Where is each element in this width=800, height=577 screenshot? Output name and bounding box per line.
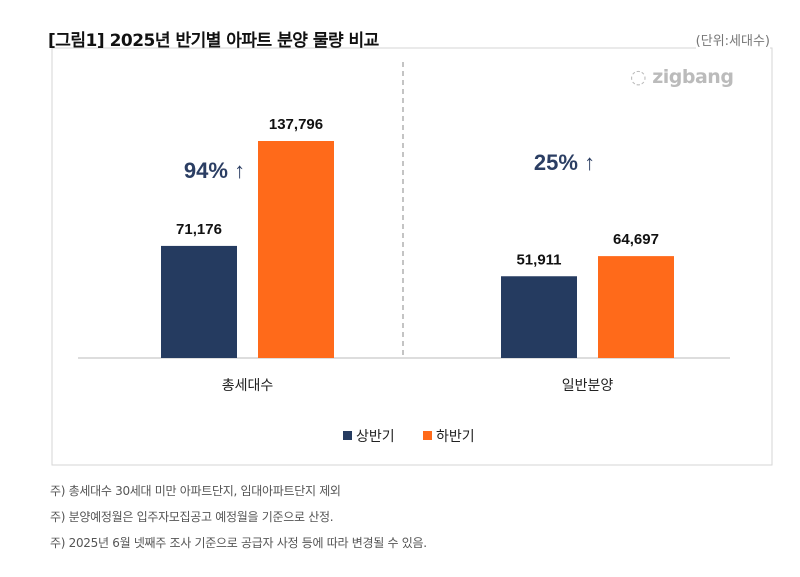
footnote-2: 주) 분양예정월은 입주자모집공고 예정월을 기준으로 산정. <box>50 510 334 524</box>
bar <box>598 256 674 358</box>
footnote-1: 주) 총세대수 30세대 미만 아파트단지, 임대아파트단지 제외 <box>50 484 341 498</box>
data-label: 137,796 <box>269 116 323 133</box>
legend-swatch <box>423 431 432 440</box>
category-label: 총세대수 <box>222 378 274 394</box>
legend-label: 하반기 <box>436 429 475 445</box>
logo-icon: ◌ <box>630 66 653 88</box>
logo-text: zigbang <box>652 66 734 88</box>
data-label: 71,176 <box>176 221 222 238</box>
data-label: 64,697 <box>613 231 659 248</box>
data-label: 51,911 <box>516 251 561 268</box>
chart-title: [그림1] 2025년 반기별 아파트 분양 물량 비교 <box>48 31 379 51</box>
growth-annotation: 94% ↑ <box>184 158 245 183</box>
category-label: 일반분양 <box>562 378 614 394</box>
legend-label: 상반기 <box>356 429 395 445</box>
growth-annotation: 25% ↑ <box>534 150 595 175</box>
bar <box>501 276 577 358</box>
zigbang-logo: ◌ zigbang <box>630 66 734 88</box>
footnote-3: 주) 2025년 6월 넷째주 조사 기준으로 공급자 사정 등에 따라 변경될… <box>50 536 427 550</box>
unit-label: (단위:세대수) <box>695 30 770 49</box>
bar <box>161 245 237 358</box>
legend-swatch <box>343 431 352 440</box>
bar <box>258 141 334 358</box>
